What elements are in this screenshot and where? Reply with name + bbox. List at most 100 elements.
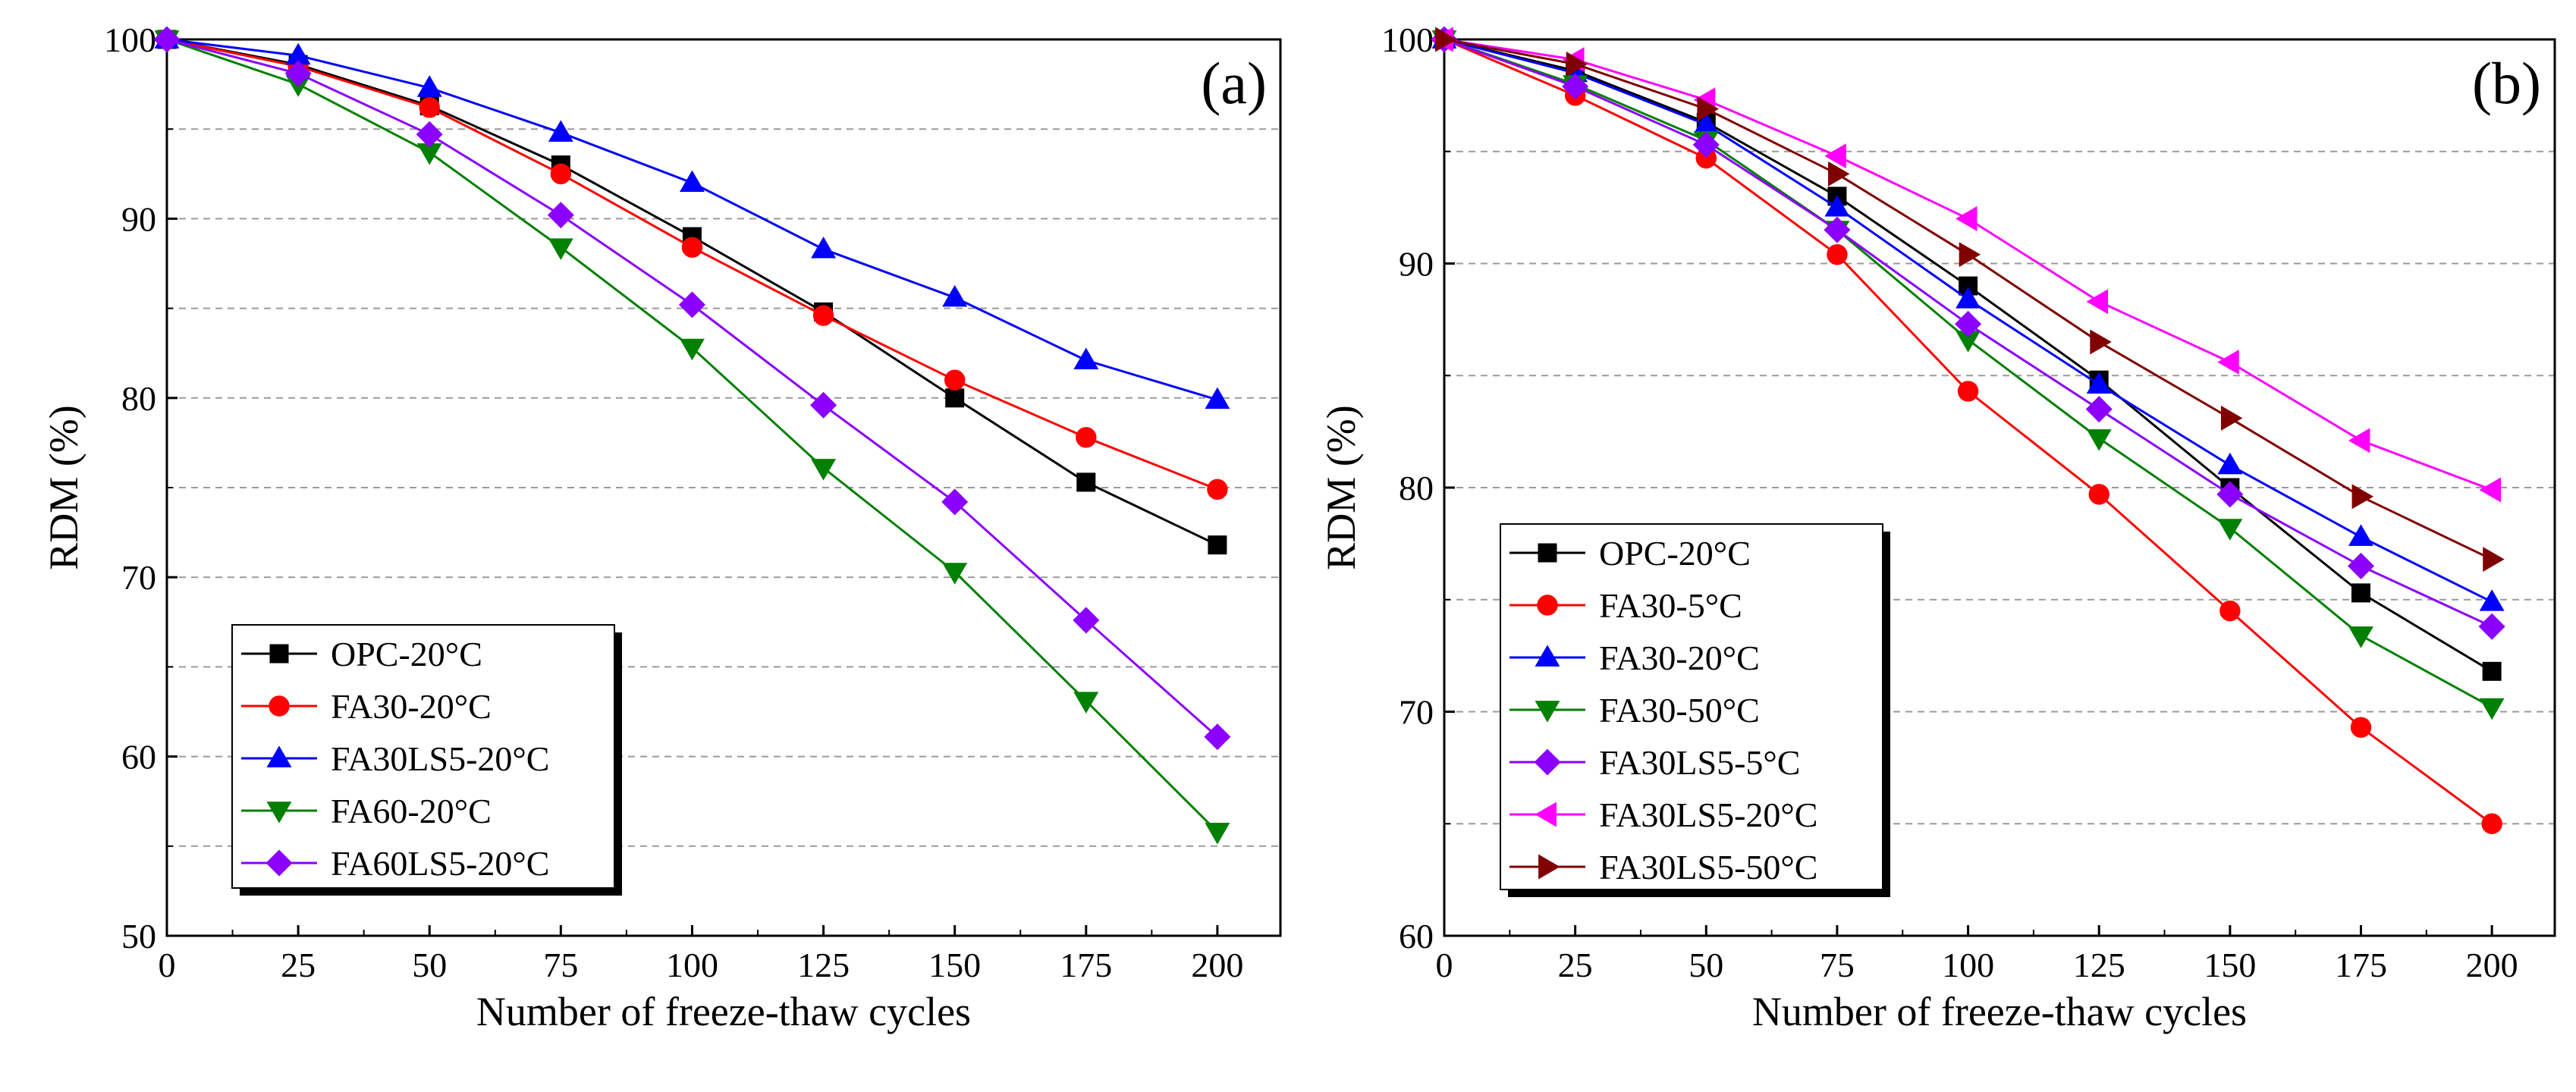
- data-point: [2348, 524, 2373, 546]
- y-tick-label: 60: [1399, 917, 1434, 956]
- data-point: [1073, 607, 1100, 634]
- legend-label: FA60LS5-20°C: [331, 844, 549, 883]
- legend-marker: [1538, 854, 1560, 880]
- x-tick-label: 50: [412, 946, 447, 984]
- x-axis-title: Number of freeze-thaw cycles: [476, 989, 971, 1034]
- legend-label: FA30LS5-5°C: [1599, 743, 1800, 782]
- data-point: [284, 60, 312, 87]
- x-tick-label: 25: [281, 946, 316, 984]
- data-point: [811, 236, 837, 259]
- legend-marker: [1535, 701, 1560, 723]
- data-point: [2086, 372, 2112, 394]
- legend-label: FA60-20°C: [331, 792, 492, 830]
- data-point: [2351, 583, 2370, 603]
- legend-label: FA30LS5-20°C: [1599, 795, 1817, 834]
- data-point: [812, 305, 834, 326]
- legend: OPC-20°C FA30-20°C FA30LS5-20°C FA60-20°C FA…: [231, 624, 622, 896]
- data-point: [945, 388, 965, 408]
- x-tick-label: 175: [1060, 946, 1112, 984]
- legend-label: OPC-20°C: [1599, 534, 1751, 573]
- legend-item: FA30LS5-5°C: [1509, 743, 1800, 782]
- data-point: [2350, 717, 2372, 738]
- legend-item: FA60-20°C: [241, 792, 492, 830]
- legend-item: FA30LS5-20°C: [241, 739, 549, 778]
- data-point: [547, 202, 574, 229]
- x-tick-label: 150: [2204, 946, 2256, 984]
- data-point: [2217, 452, 2243, 475]
- data-point: [1824, 143, 1846, 169]
- data-point: [2090, 329, 2112, 355]
- data-point: [2479, 477, 2502, 503]
- data-point: [681, 237, 703, 258]
- legend-marker: [1537, 595, 1558, 616]
- data-point: [1205, 822, 1230, 845]
- data-point: [548, 238, 573, 260]
- x-tick-label: 75: [543, 946, 578, 984]
- legend-item: FA30LS5-20°C: [1509, 795, 1817, 834]
- data-point: [2220, 405, 2243, 431]
- data-point: [679, 170, 705, 193]
- x-tick-label: 125: [797, 946, 850, 984]
- data-point: [2478, 613, 2505, 640]
- data-point: [942, 284, 968, 307]
- data-point: [416, 121, 443, 148]
- data-point: [1955, 310, 1982, 337]
- x-tick-label: 200: [1191, 946, 1243, 984]
- data-point: [2347, 552, 2374, 579]
- legend-marker: [266, 745, 292, 767]
- legend-item: OPC-20°C: [1509, 534, 1751, 573]
- legend-marker: [266, 802, 292, 824]
- data-point: [1205, 387, 1230, 410]
- y-tick-label: 80: [1399, 469, 1434, 507]
- legend-marker: [1538, 543, 1557, 563]
- x-axis-ticks: 0 25 50 75 100 125 150 175 200: [159, 925, 1243, 984]
- legend-marker: [269, 644, 289, 664]
- x-tick-label: 75: [1820, 946, 1855, 984]
- data-point: [2217, 350, 2239, 375]
- y-tick-label: 90: [1399, 245, 1434, 284]
- data-point: [2348, 626, 2373, 648]
- data-point: [153, 26, 181, 53]
- data-point: [1207, 479, 1228, 500]
- legend-item: FA30-20°C: [241, 687, 492, 726]
- data-point: [1562, 73, 1589, 100]
- data-point: [1204, 723, 1231, 751]
- data-point: [679, 338, 705, 361]
- data-point: [2086, 289, 2109, 315]
- chart-panel-b: 0 25 50 75 100 125 150 175 200 60 70 80 90 100 Number …: [1318, 20, 2556, 1034]
- series-fa30ls5-20c: [1431, 27, 2502, 503]
- legend-label: FA30-5°C: [1599, 586, 1742, 625]
- x-tick-label: 0: [1436, 946, 1453, 984]
- legend-marker: [269, 695, 290, 717]
- legend-label: OPC-20°C: [331, 635, 482, 673]
- legend-marker: [265, 849, 293, 877]
- panel-label: (a): [1201, 50, 1267, 116]
- x-tick-label: 100: [1942, 946, 1994, 984]
- y-tick-label: 100: [1381, 20, 1434, 59]
- y-tick-label: 50: [121, 917, 156, 956]
- data-point: [2479, 698, 2505, 720]
- x-tick-label: 0: [159, 946, 176, 984]
- legend-box: [1500, 523, 1883, 890]
- legend-item: OPC-20°C: [241, 635, 482, 673]
- data-point: [2219, 600, 2241, 622]
- data-point: [1692, 131, 1720, 158]
- x-axis-title: Number of freeze-thaw cycles: [1752, 989, 2247, 1034]
- legend-item: FA30LS5-50°C: [1509, 848, 1817, 886]
- data-point: [2085, 396, 2113, 423]
- x-tick-label: 100: [666, 946, 718, 984]
- y-tick-label: 60: [121, 738, 156, 777]
- series-group: [153, 26, 1231, 845]
- data-point: [1076, 427, 1097, 448]
- legend-marker: [1535, 645, 1560, 667]
- series-line: [166, 38, 1218, 491]
- data-point: [1824, 216, 1851, 243]
- data-point: [416, 75, 442, 97]
- data-point: [550, 163, 572, 185]
- legend-item: FA30-50°C: [1509, 691, 1760, 730]
- chart-panel-a: 0 25 50 75 100 125 150 175 200 50 60 70 80 90 100 Numbe…: [41, 20, 1282, 1034]
- data-point: [1827, 243, 1848, 265]
- legend-label: FA30LS5-20°C: [331, 739, 549, 778]
- data-point: [2348, 428, 2370, 453]
- data-point: [1828, 161, 1850, 187]
